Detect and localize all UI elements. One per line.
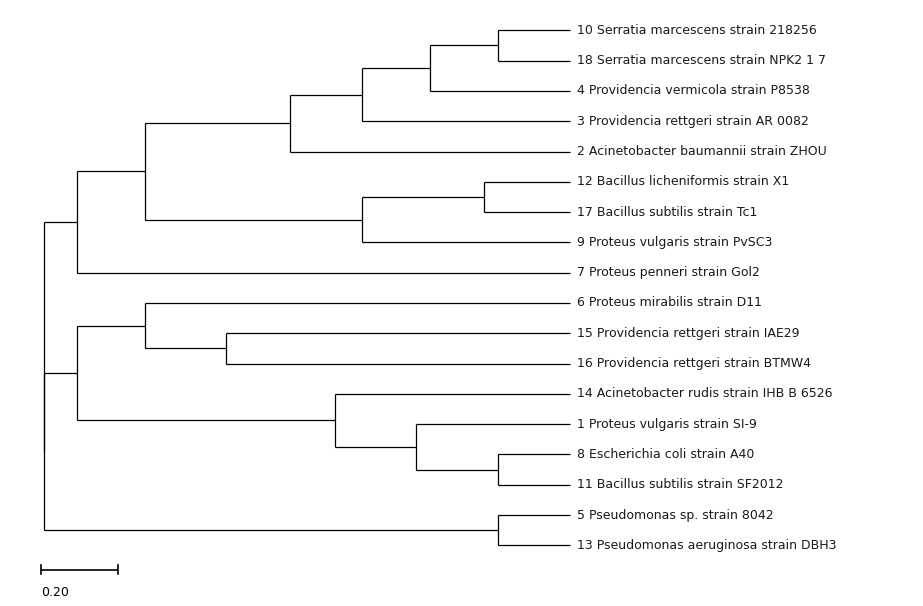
Text: 13 Pseudomonas aeruginosa strain DBH3: 13 Pseudomonas aeruginosa strain DBH3 xyxy=(577,539,837,552)
Text: 11 Bacillus subtilis strain SF2012: 11 Bacillus subtilis strain SF2012 xyxy=(577,478,784,491)
Text: 9 Proteus vulgaris strain PvSC3: 9 Proteus vulgaris strain PvSC3 xyxy=(577,236,773,249)
Text: 16 Providencia rettgeri strain BTMW4: 16 Providencia rettgeri strain BTMW4 xyxy=(577,357,811,370)
Text: 5 Pseudomonas sp. strain 8042: 5 Pseudomonas sp. strain 8042 xyxy=(577,508,773,522)
Text: 10 Serratia marcescens strain 218256: 10 Serratia marcescens strain 218256 xyxy=(577,24,817,37)
Text: 6 Proteus mirabilis strain D11: 6 Proteus mirabilis strain D11 xyxy=(577,296,762,310)
Text: 7 Proteus penneri strain Gol2: 7 Proteus penneri strain Gol2 xyxy=(577,266,761,279)
Text: 17 Bacillus subtilis strain Tc1: 17 Bacillus subtilis strain Tc1 xyxy=(577,205,758,219)
Text: 14 Acinetobacter rudis strain IHB B 6526: 14 Acinetobacter rudis strain IHB B 6526 xyxy=(577,387,833,401)
Text: 15 Providencia rettgeri strain IAE29: 15 Providencia rettgeri strain IAE29 xyxy=(577,327,800,340)
Text: 1 Proteus vulgaris strain SI-9: 1 Proteus vulgaris strain SI-9 xyxy=(577,418,757,431)
Text: 3 Providencia rettgeri strain AR 0082: 3 Providencia rettgeri strain AR 0082 xyxy=(577,115,809,128)
Text: 0.20: 0.20 xyxy=(41,586,69,599)
Text: 8 Escherichia coli strain A40: 8 Escherichia coli strain A40 xyxy=(577,448,755,461)
Text: 18 Serratia marcescens strain NPK2 1 7: 18 Serratia marcescens strain NPK2 1 7 xyxy=(577,54,826,67)
Text: 2 Acinetobacter baumannii strain ZHOU: 2 Acinetobacter baumannii strain ZHOU xyxy=(577,145,827,158)
Text: 12 Bacillus licheniformis strain X1: 12 Bacillus licheniformis strain X1 xyxy=(577,175,789,188)
Text: 4 Providencia vermicola strain P8538: 4 Providencia vermicola strain P8538 xyxy=(577,84,810,98)
